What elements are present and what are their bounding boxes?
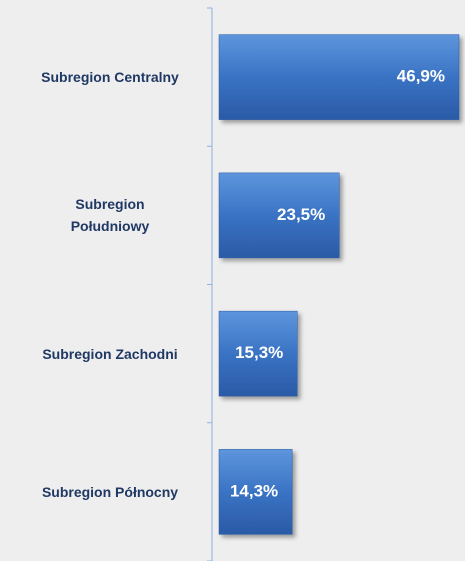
category-label: Subregion Północny xyxy=(41,483,179,500)
category-label: Subregion Południowy xyxy=(70,196,150,235)
bar xyxy=(218,449,293,535)
bar xyxy=(218,310,298,397)
value-label: 15,3% xyxy=(235,343,283,362)
value-label: 23,5% xyxy=(277,205,325,224)
bar xyxy=(218,172,340,259)
category-label: Subregion Zachodni xyxy=(42,345,178,362)
bar xyxy=(218,34,460,120)
category-label: Subregion Centralny xyxy=(41,69,179,86)
value-label: 14,3% xyxy=(230,481,278,500)
value-label: 46,9% xyxy=(397,67,445,86)
